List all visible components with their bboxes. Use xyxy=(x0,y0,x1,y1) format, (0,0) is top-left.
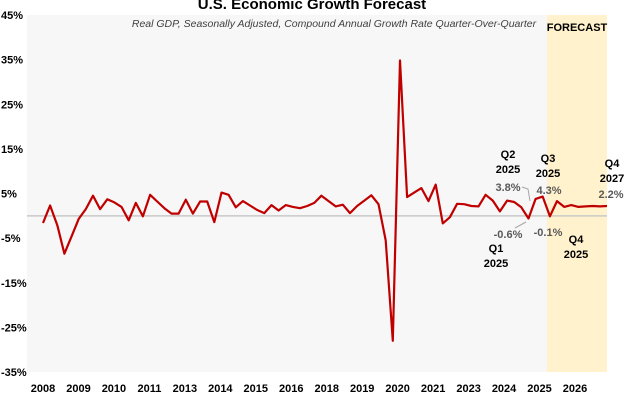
annotation-value: -0.6% xyxy=(494,229,523,241)
y-tick-label: 45% xyxy=(1,10,23,22)
x-tick-label: 2024 xyxy=(492,383,517,395)
forecast-band xyxy=(546,15,607,372)
y-tick-label: -35% xyxy=(1,367,27,379)
annotation-value: 4.3% xyxy=(536,185,561,197)
annotation-q4-2025: Q4 2025-0.1% xyxy=(534,227,589,261)
y-tick-label: 5% xyxy=(1,189,17,201)
y-tick-label: -15% xyxy=(1,278,27,290)
x-tick-label: 2026 xyxy=(563,383,587,395)
y-tick-label: -25% xyxy=(1,322,27,334)
x-tick-label: 2021 xyxy=(421,383,445,395)
x-tick-label: 2020 xyxy=(385,383,409,395)
x-tick-label: 2015 xyxy=(244,383,268,395)
x-tick-label: 2025 xyxy=(527,383,551,395)
annotation-q4-2027: Q4 2027 2.2% xyxy=(598,158,624,201)
x-tick-label: 2016 xyxy=(279,383,303,395)
leader-line xyxy=(521,186,531,202)
x-tick-label: 2011 xyxy=(137,383,161,395)
y-tick-label: 25% xyxy=(1,99,23,111)
chart-subtitle: Real GDP, Seasonally Adjusted, Compound … xyxy=(132,18,537,30)
y-tick-label: 35% xyxy=(1,55,23,67)
annotation-year: 2025 xyxy=(564,249,588,261)
plot-area xyxy=(27,15,607,372)
gdp-series-line xyxy=(41,59,608,342)
annotation-q1-2025: Q1 2025 -0.6% xyxy=(484,229,523,270)
chart-title: U.S. Economic Growth Forecast xyxy=(198,0,426,13)
annotation-year: 2025 xyxy=(496,164,520,176)
annotation-q2-2025: Q2 2025 3.8% xyxy=(495,149,520,194)
annotation-value: -0.1% xyxy=(534,227,563,239)
annotation-value: 3.8% xyxy=(495,182,520,194)
x-tick-label: 2018 xyxy=(314,383,338,395)
x-tick-label: 2023 xyxy=(456,383,480,395)
annotation-q3-2025: Q3 2025 4.3% xyxy=(536,153,562,197)
annotation-year: 2025 xyxy=(536,168,560,180)
x-tick-label: 2010 xyxy=(102,383,126,395)
x-tick-label: 2009 xyxy=(66,383,90,395)
annotation-period: Q4 xyxy=(605,158,621,170)
annotation-year: 2027 xyxy=(600,173,624,185)
leader-line xyxy=(514,221,527,229)
y-tick-label: 15% xyxy=(1,144,23,156)
y-tick-label: -5% xyxy=(1,233,21,245)
annotation-period: Q3 xyxy=(541,153,556,165)
annotation-period: Q1 xyxy=(489,243,504,255)
annotation-period: Q4 xyxy=(569,234,585,246)
x-tick-label: 2019 xyxy=(350,383,374,395)
forecast-label: FORECAST xyxy=(547,22,608,34)
x-tick-label: 2008 xyxy=(31,383,55,395)
annotation-year: 2025 xyxy=(484,258,508,270)
x-tick-label: 2013 xyxy=(173,383,197,395)
annotation-value: 2.2% xyxy=(598,189,623,201)
x-tick-label: 2014 xyxy=(208,383,233,395)
annotation-period: Q2 xyxy=(501,149,516,161)
